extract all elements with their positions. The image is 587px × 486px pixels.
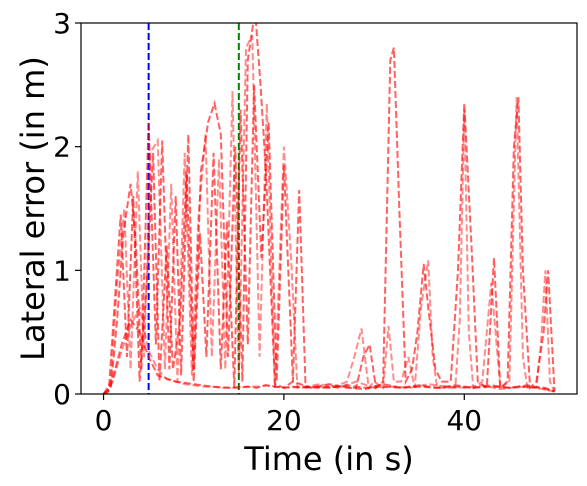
x-tick-label: 0 bbox=[95, 404, 113, 437]
x-axis-label: Time (in s) bbox=[243, 440, 413, 478]
plot-frame bbox=[80, 22, 578, 395]
y-tick-label: 1 bbox=[53, 254, 71, 287]
y-axis-label: Lateral error (in m) bbox=[14, 56, 52, 361]
y-tick-label: 2 bbox=[53, 131, 71, 164]
y-tick-label: 0 bbox=[53, 378, 71, 411]
y-axis-ticks: 0 1 2 3 bbox=[53, 7, 81, 411]
series-line-3 bbox=[102, 84, 555, 394]
series-line-4 bbox=[103, 97, 556, 394]
series-line-2 bbox=[102, 34, 555, 394]
x-axis-ticks: 0 20 40 bbox=[95, 394, 482, 437]
series-layer bbox=[102, 23, 556, 394]
series-line-5 bbox=[103, 47, 556, 394]
x-tick-label: 40 bbox=[446, 404, 482, 437]
x-tick-label: 20 bbox=[266, 404, 302, 437]
y-tick-label: 3 bbox=[53, 7, 71, 40]
